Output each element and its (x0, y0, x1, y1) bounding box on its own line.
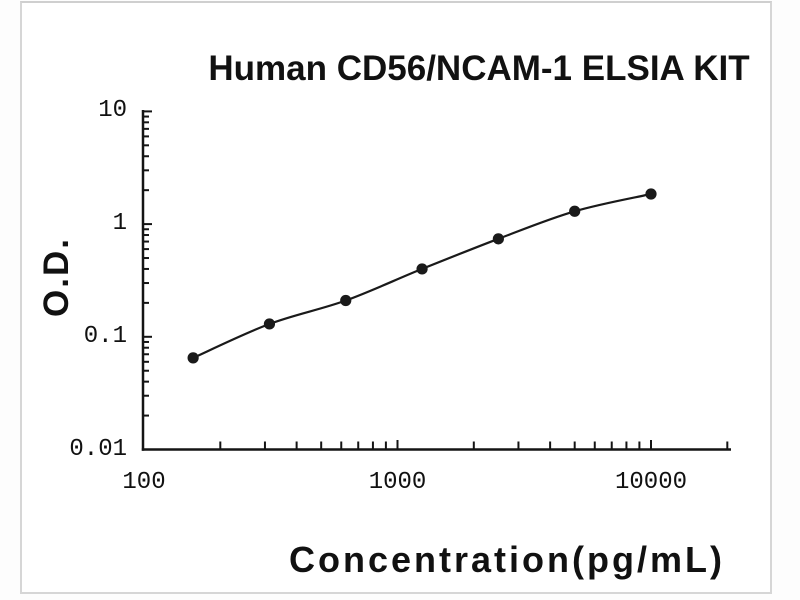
data-point-marker (340, 294, 352, 307)
y-tick-label: 0.1 (83, 322, 127, 350)
data-point-marker (263, 318, 276, 330)
x-tick-label: 100 (122, 469, 166, 496)
y-tick-label: 1 (112, 210, 127, 238)
data-point-marker (416, 263, 428, 275)
y-tick-label: 10 (98, 97, 127, 125)
y-axis-title: O.D. (37, 237, 76, 317)
image-border-frame (20, 1, 772, 594)
x-tick-label: 10000 (614, 469, 688, 496)
data-point-marker (645, 188, 657, 200)
x-tick-label: 1000 (368, 469, 427, 496)
data-point-marker (492, 233, 504, 245)
chart-title: Human CD56/NCAM-1 ELSIA KIT (208, 49, 750, 88)
data-point-marker (187, 352, 199, 364)
data-point-marker (569, 205, 581, 217)
x-axis-title: Concentration(pg/mL) (289, 539, 725, 580)
y-tick-label: 0.01 (69, 435, 127, 463)
standard-curve-line (192, 192, 652, 359)
